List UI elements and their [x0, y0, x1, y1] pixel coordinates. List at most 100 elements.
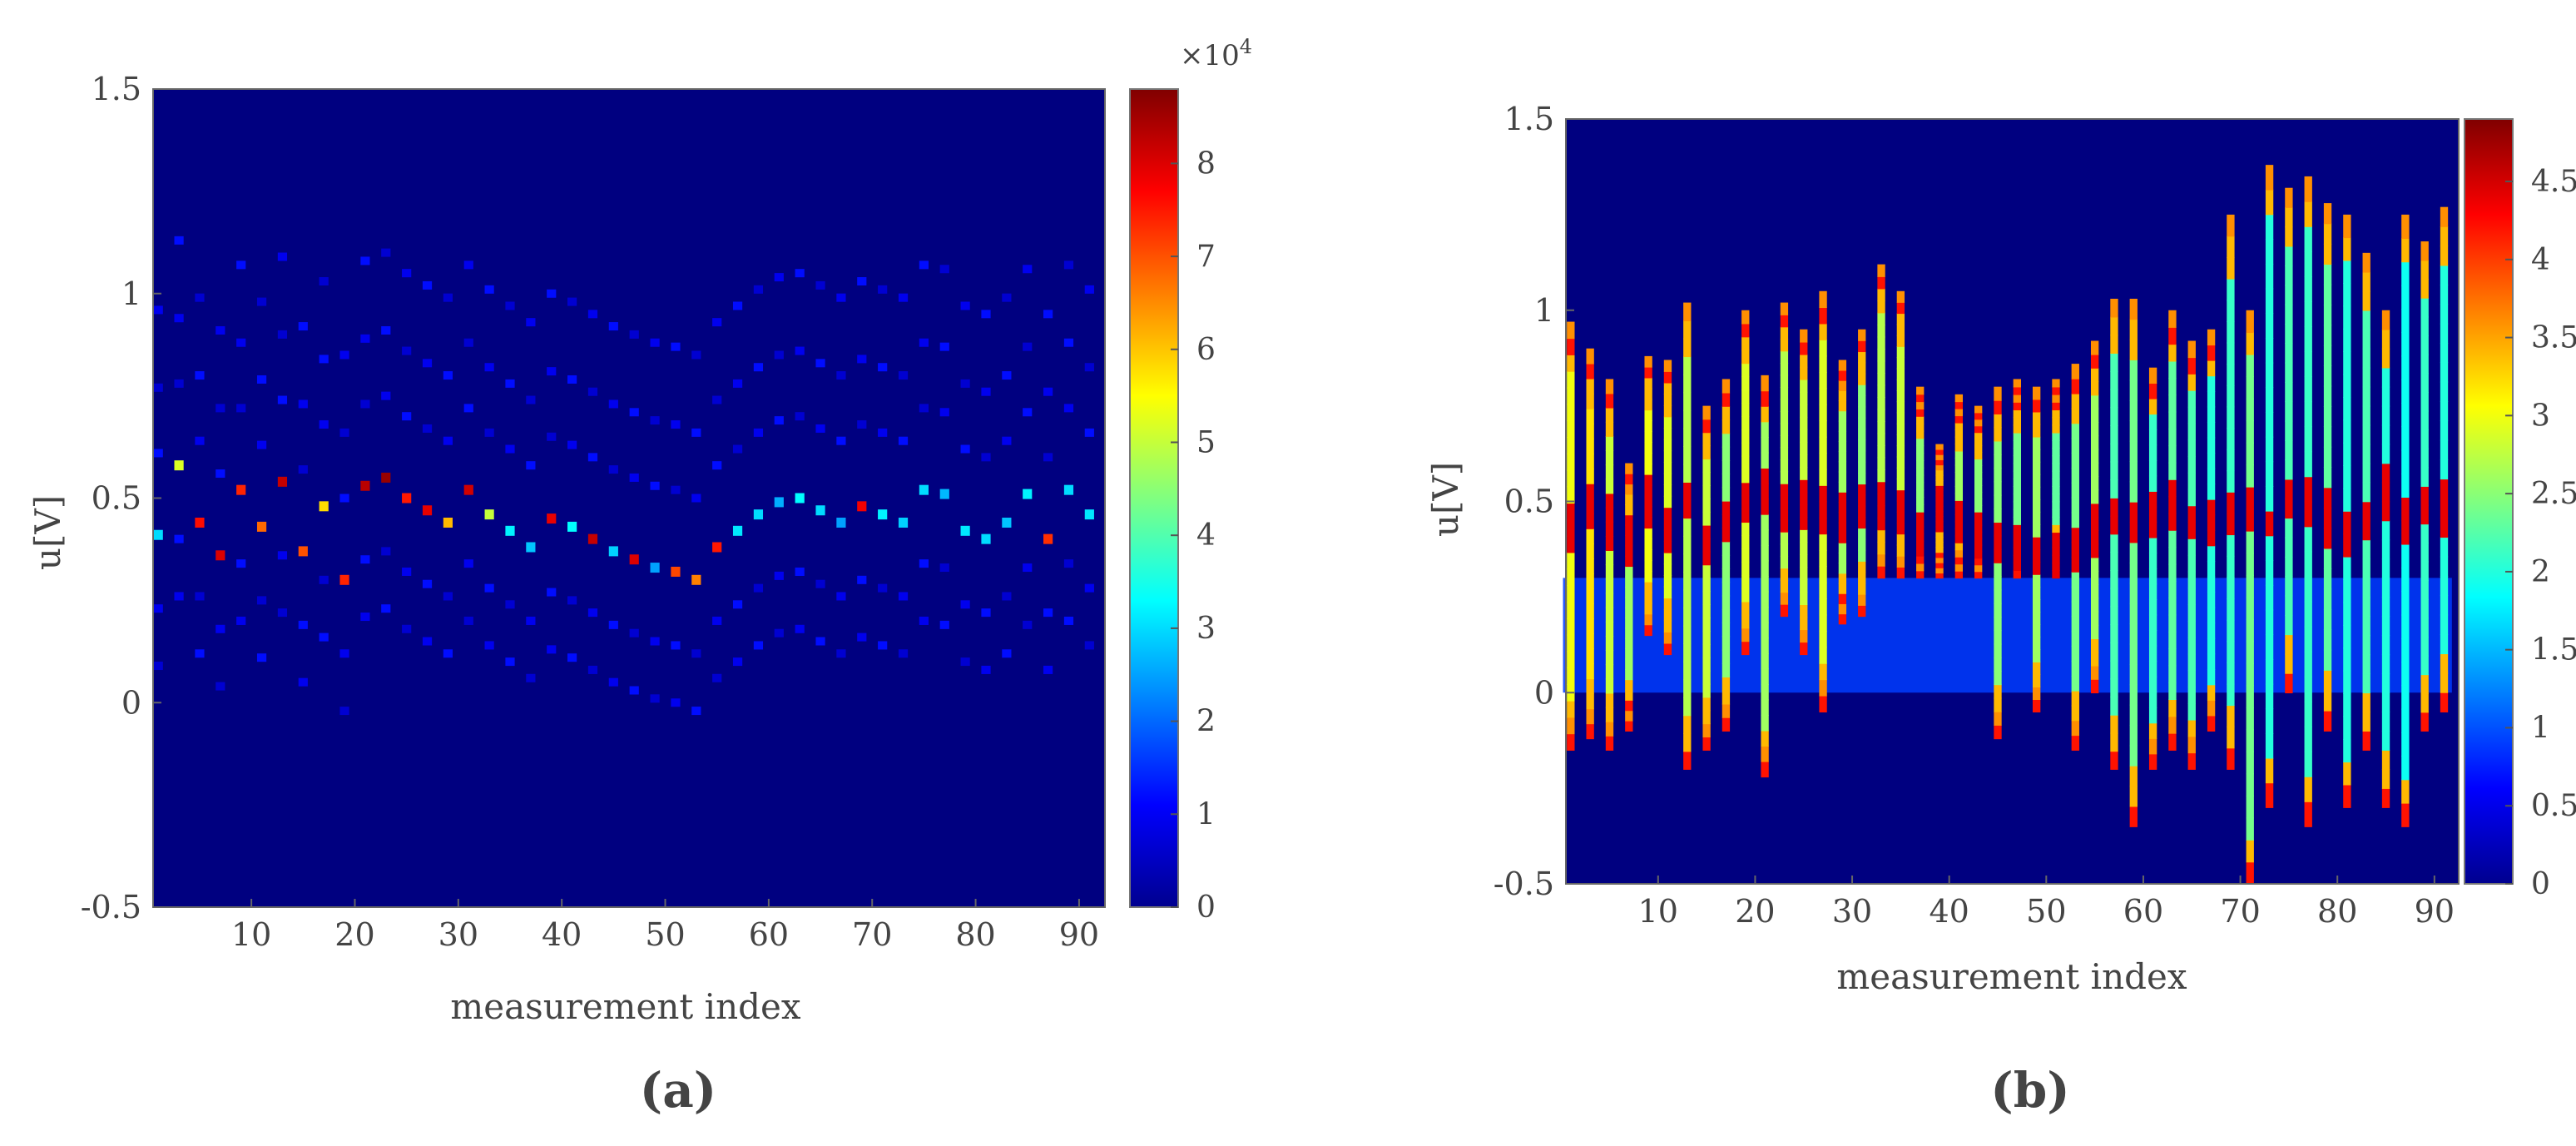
x-tick-label: 70 — [852, 916, 892, 953]
heatmap-cell — [1838, 613, 1847, 625]
heatmap-cell — [2090, 368, 2099, 383]
heatmap-cell — [2187, 571, 2196, 589]
heatmap-cell — [2227, 300, 2235, 322]
heatmap-peak-cell — [339, 574, 349, 585]
heatmap-cell — [1974, 445, 1983, 454]
panel-b: 10 20 30 40 50 60 70 80 90 -0.500.511.5 00.511.5… — [1425, 101, 2576, 1119]
heatmap-cell — [2420, 712, 2429, 732]
heatmap-cell — [608, 399, 618, 409]
heatmap-cell — [2362, 520, 2370, 541]
heatmap-cell — [1721, 405, 1731, 421]
panel-b-colorbar — [2464, 118, 2514, 885]
heatmap-cell — [1916, 511, 1925, 520]
heatmap-cell — [2148, 676, 2157, 693]
heatmap-cell — [1741, 442, 1750, 457]
heatmap-cell — [1741, 509, 1750, 523]
heatmap-cell — [939, 620, 949, 629]
heatmap-cell — [1084, 428, 1094, 437]
heatmap-cell — [898, 649, 909, 658]
heatmap-cell — [2129, 420, 2138, 442]
heatmap-cell — [1721, 677, 1731, 692]
heatmap-cell — [1838, 492, 1847, 504]
heatmap-cell — [2401, 614, 2410, 639]
heatmap-cell — [277, 551, 288, 560]
heatmap-cell — [2381, 310, 2390, 330]
heatmap-cell — [2090, 516, 2099, 531]
heatmap-cell — [1800, 529, 1808, 543]
heatmap-cell — [1741, 614, 1750, 629]
heatmap-cell — [1605, 379, 1614, 394]
heatmap-cell — [1994, 494, 2002, 509]
heatmap-cell — [1974, 425, 1983, 434]
heatmap-cell — [2381, 520, 2390, 541]
heatmap-cell — [2168, 513, 2177, 531]
heatmap-cell — [1625, 658, 1633, 670]
heatmap-cell — [1644, 431, 1652, 443]
heatmap-cell — [1838, 420, 1847, 432]
heatmap-cell — [1916, 401, 1925, 409]
heatmap-cell — [174, 534, 184, 543]
heatmap-cell — [1741, 415, 1750, 430]
heatmap-cell — [422, 280, 433, 290]
heatmap-cell — [2246, 618, 2254, 642]
y-tick-label: 1.5 — [1504, 101, 1554, 137]
heatmap-cell — [1663, 461, 1672, 474]
heatmap-cell — [1625, 618, 1633, 629]
heatmap-cell — [1741, 495, 1750, 510]
heatmap-cell — [1819, 695, 1827, 713]
heatmap-cell — [2420, 279, 2429, 299]
heatmap-cell — [1605, 393, 1614, 409]
heatmap-cell — [2129, 319, 2138, 340]
heatmap-cell — [2323, 710, 2332, 732]
heatmap-cell — [1683, 320, 1692, 340]
heatmap-cell — [1625, 720, 1633, 732]
heatmap-cell — [2187, 472, 2196, 490]
heatmap-cell — [1567, 602, 1575, 619]
heatmap-cell — [1838, 380, 1847, 391]
heatmap-cell — [2265, 189, 2274, 216]
heatmap-cell — [1954, 429, 1964, 438]
heatmap-cell — [2362, 654, 2370, 675]
heatmap-cell — [2071, 720, 2079, 737]
heatmap-cell — [2071, 364, 2079, 380]
heatmap-cell — [1683, 464, 1692, 483]
heatmap-cell — [671, 641, 681, 650]
heatmap-cell — [2187, 554, 2196, 573]
heatmap-cell — [1683, 482, 1692, 501]
heatmap-cell — [2362, 348, 2370, 369]
heatmap-cell — [2227, 321, 2235, 344]
heatmap-cell — [2227, 257, 2235, 280]
heatmap-cell — [2148, 661, 2157, 677]
heatmap-cell — [1761, 390, 1769, 407]
heatmap-cell — [1974, 544, 1983, 553]
heatmap-cell — [1002, 293, 1012, 302]
heatmap-cell — [1721, 379, 1731, 394]
heatmap-cell — [1916, 533, 1925, 543]
heatmap-cell — [1761, 405, 1769, 423]
heatmap-cell — [2013, 539, 2021, 548]
heatmap-cell — [1683, 374, 1692, 394]
heatmap-cell — [443, 371, 453, 380]
heatmap-cell — [1761, 499, 1769, 515]
heatmap-cell — [2090, 394, 2099, 409]
heatmap-cell — [153, 662, 163, 671]
heatmap-cell — [2052, 439, 2060, 449]
heatmap-cell — [1935, 516, 1944, 523]
heatmap-cell — [2129, 481, 2138, 503]
heatmap-cell — [1916, 489, 1925, 498]
heatmap-cell — [960, 444, 970, 454]
heatmap-cell — [360, 256, 370, 265]
heatmap-cell — [2013, 424, 2021, 434]
heatmap-cell — [2420, 692, 2429, 713]
x-tick-label: 40 — [542, 916, 582, 953]
heatmap-cell — [298, 399, 308, 409]
heatmap-cell — [1858, 450, 1866, 463]
heatmap-cell — [815, 280, 825, 290]
heatmap-cell — [2420, 448, 2429, 469]
heatmap-cell — [1858, 561, 1866, 573]
heatmap-cell — [2304, 776, 2312, 802]
heatmap-cell — [2323, 203, 2332, 225]
heatmap-cell — [1896, 290, 1905, 303]
heatmap-cell — [1625, 484, 1633, 495]
heatmap-cell — [1761, 761, 1769, 778]
